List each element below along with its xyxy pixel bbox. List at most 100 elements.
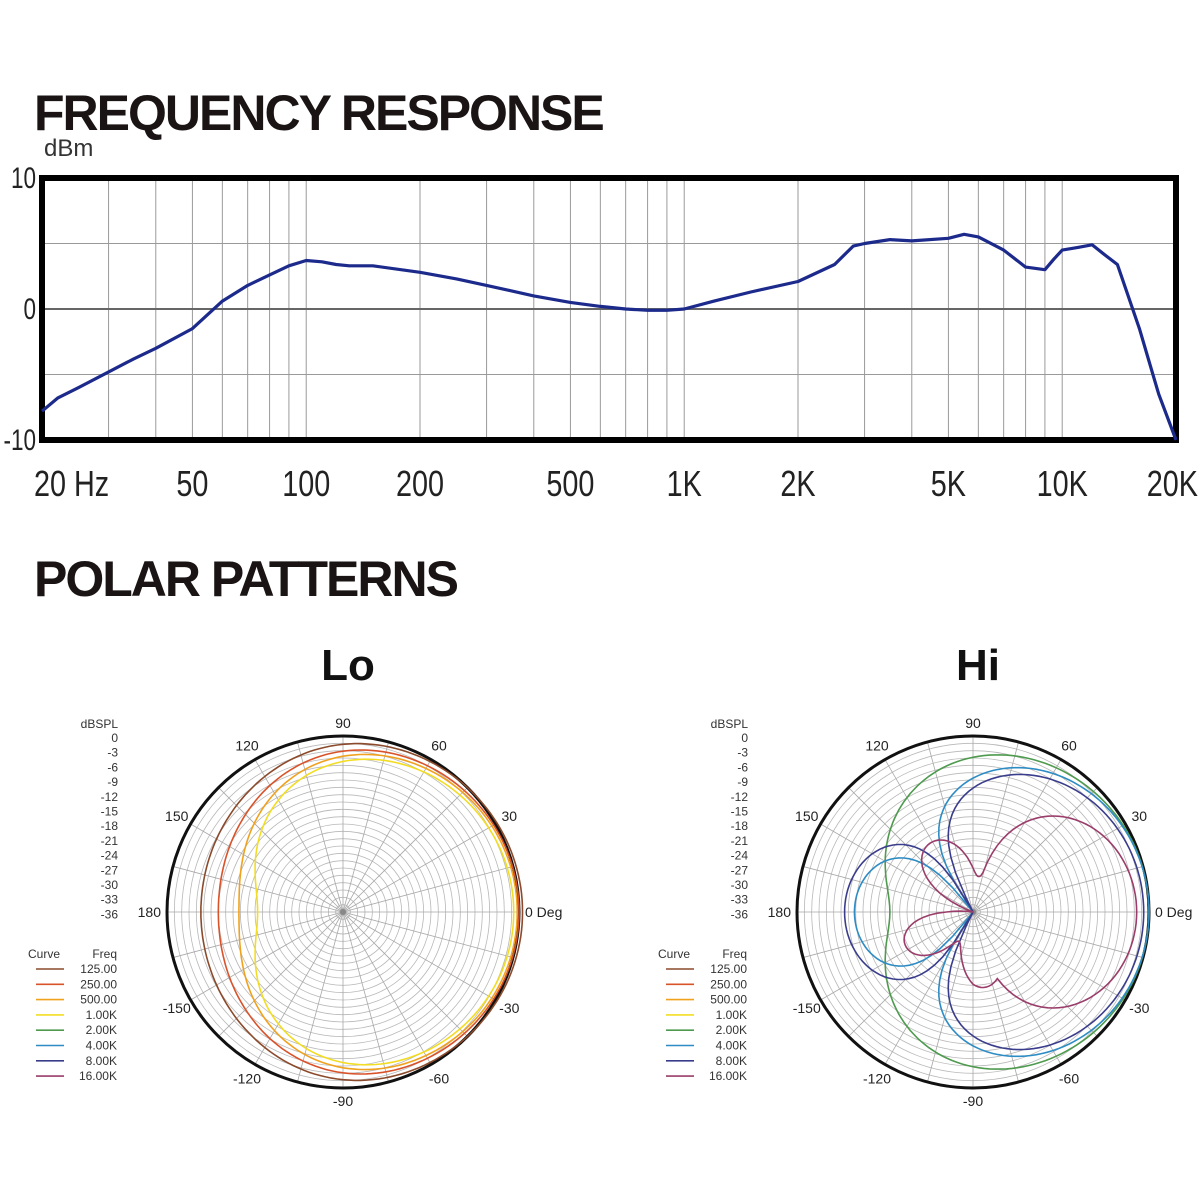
- legend-freq-label: 16.00K: [79, 1069, 117, 1083]
- polar-curves: [200, 742, 524, 1082]
- polar-angle-label: 150: [795, 808, 819, 824]
- legend-freq-label: 1.00K: [716, 1008, 747, 1022]
- polar-angle-label: -90: [963, 1093, 983, 1109]
- polar-db-tick: -27: [101, 863, 119, 877]
- polar-spoke: [972, 911, 1126, 1001]
- polar-db-tick: -12: [731, 790, 749, 804]
- polar-angle-label: -90: [333, 1093, 353, 1109]
- polar-db-tick: -36: [101, 907, 119, 921]
- polar-angle-label: -150: [793, 1000, 821, 1016]
- legend-freq-label: 8.00K: [716, 1054, 747, 1068]
- polar-angle-labels: 0 Deg 30 60 90 120 150 180 -150 -120 -90 -60 -30: [768, 715, 1193, 1109]
- frequency-response-frame: [39, 175, 1179, 443]
- polar-db-tick: -6: [107, 760, 118, 774]
- legend-freq-label: 4.00K: [86, 1039, 117, 1053]
- polar-db-tick: -24: [101, 849, 119, 863]
- polar-spoke: [254, 759, 344, 913]
- legend-freq-label: 125.00: [710, 962, 747, 976]
- polar-spoke: [254, 911, 344, 1065]
- polar-patterns-heading: POLAR PATTERNS: [34, 551, 459, 607]
- polar-curve: [254, 758, 515, 1066]
- polar-spoke: [342, 787, 468, 913]
- polar-spoke: [972, 823, 1126, 913]
- x-tick-label: 10K: [1037, 463, 1088, 504]
- polar-db-tick: -6: [737, 760, 748, 774]
- legend-curve-header: Curve: [28, 947, 60, 961]
- polar-spoke: [972, 741, 1019, 913]
- polar-spoke: [820, 911, 974, 1001]
- polar-spoke: [342, 911, 468, 1037]
- polar-spoke: [972, 911, 1062, 1065]
- frequency-response-y-ticks: 10 0 -10: [3, 161, 36, 457]
- polar-curve: [238, 753, 519, 1071]
- x-tick-label: 200: [396, 463, 444, 504]
- y-tick-label: -10: [3, 423, 36, 457]
- polar-spoke: [218, 911, 344, 1037]
- x-tick-label: 2K: [780, 463, 815, 504]
- legend-freq-label: 4.00K: [716, 1039, 747, 1053]
- polar-spoke: [848, 787, 974, 913]
- polar-db-axis-label: dBSPL: [81, 717, 119, 731]
- y-tick-label: 0: [23, 292, 36, 326]
- polar-curve: [217, 749, 520, 1075]
- polar-spoke: [972, 866, 1144, 913]
- x-tick-label: 20 Hz: [34, 463, 109, 504]
- polar-db-tick: -36: [731, 907, 749, 921]
- polar-curve: [903, 815, 1138, 1009]
- polar-spoke: [342, 866, 514, 913]
- polar-angle-label: 0 Deg: [525, 904, 562, 920]
- frequency-response-y-axis-label: dBm: [44, 135, 93, 162]
- polar-angle-label: 90: [965, 715, 981, 731]
- x-tick-label: 5K: [931, 463, 966, 504]
- polar-spoke: [972, 911, 1098, 1037]
- polar-curve: [853, 766, 1150, 1058]
- polar-db-tick: -30: [101, 878, 119, 892]
- polar-spoke: [190, 911, 344, 1001]
- polar-angle-label: 180: [138, 904, 162, 920]
- polar-angle-label: -60: [429, 1070, 449, 1086]
- polar-angle-label: 120: [865, 738, 889, 754]
- polar-angle-label: 0 Deg: [1155, 904, 1192, 920]
- legend-freq-label: 500.00: [80, 993, 117, 1007]
- frequency-response-x-ticks: 20 Hz 50 100 200 500 1K 2K 5K 10K 20K: [34, 463, 1198, 504]
- polar-angle-label: 60: [431, 738, 447, 754]
- x-tick-label: 50: [176, 463, 208, 504]
- polar-angle-label: -60: [1059, 1070, 1079, 1086]
- polar-db-tick: -15: [731, 805, 749, 819]
- polar-db-tick: -27: [731, 863, 749, 877]
- polar-spoke: [927, 741, 974, 913]
- polar-db-tick: -33: [731, 893, 749, 907]
- polar-spoke: [297, 741, 344, 913]
- frequency-response-grid: [42, 178, 1176, 440]
- lo-panel-title: Lo: [321, 641, 375, 690]
- legend-freq-label: 1.00K: [86, 1008, 117, 1022]
- polar-angle-label: -30: [499, 1000, 519, 1016]
- polar-spokes: [797, 736, 1149, 1088]
- polar-spoke: [342, 911, 389, 1083]
- polar-db-tick: -18: [731, 819, 749, 833]
- polar-spoke: [342, 911, 432, 1065]
- legend-freq-label: 8.00K: [86, 1054, 117, 1068]
- polar-spoke: [927, 911, 974, 1083]
- legend-freq-label: 250.00: [710, 977, 747, 991]
- x-tick-label: 500: [546, 463, 594, 504]
- legend-curve-header: Curve: [658, 947, 690, 961]
- legend-freq-header: Freq: [722, 947, 747, 961]
- polar-spoke: [848, 911, 974, 1037]
- polar-spoke: [297, 911, 344, 1083]
- legend-freq-header: Freq: [92, 947, 117, 961]
- polar-angle-label: 30: [1131, 808, 1147, 824]
- polar-angle-label: 150: [165, 808, 189, 824]
- polar-spoke: [190, 823, 344, 913]
- polar-spoke: [972, 911, 1144, 958]
- polar-angle-label: -150: [163, 1000, 191, 1016]
- polar-spoke: [342, 823, 496, 913]
- polar-db-tick: -24: [731, 849, 749, 863]
- legend-freq-label: 16.00K: [709, 1069, 747, 1083]
- polar-db-tick: -18: [101, 819, 119, 833]
- frequency-response-chart: dBm 100-10 20 Hz 50 100 200 500 1K 2K 5K 10K 20K: [3, 135, 1198, 504]
- legend-freq-label: 2.00K: [86, 1023, 117, 1037]
- polar-db-tick: -30: [731, 878, 749, 892]
